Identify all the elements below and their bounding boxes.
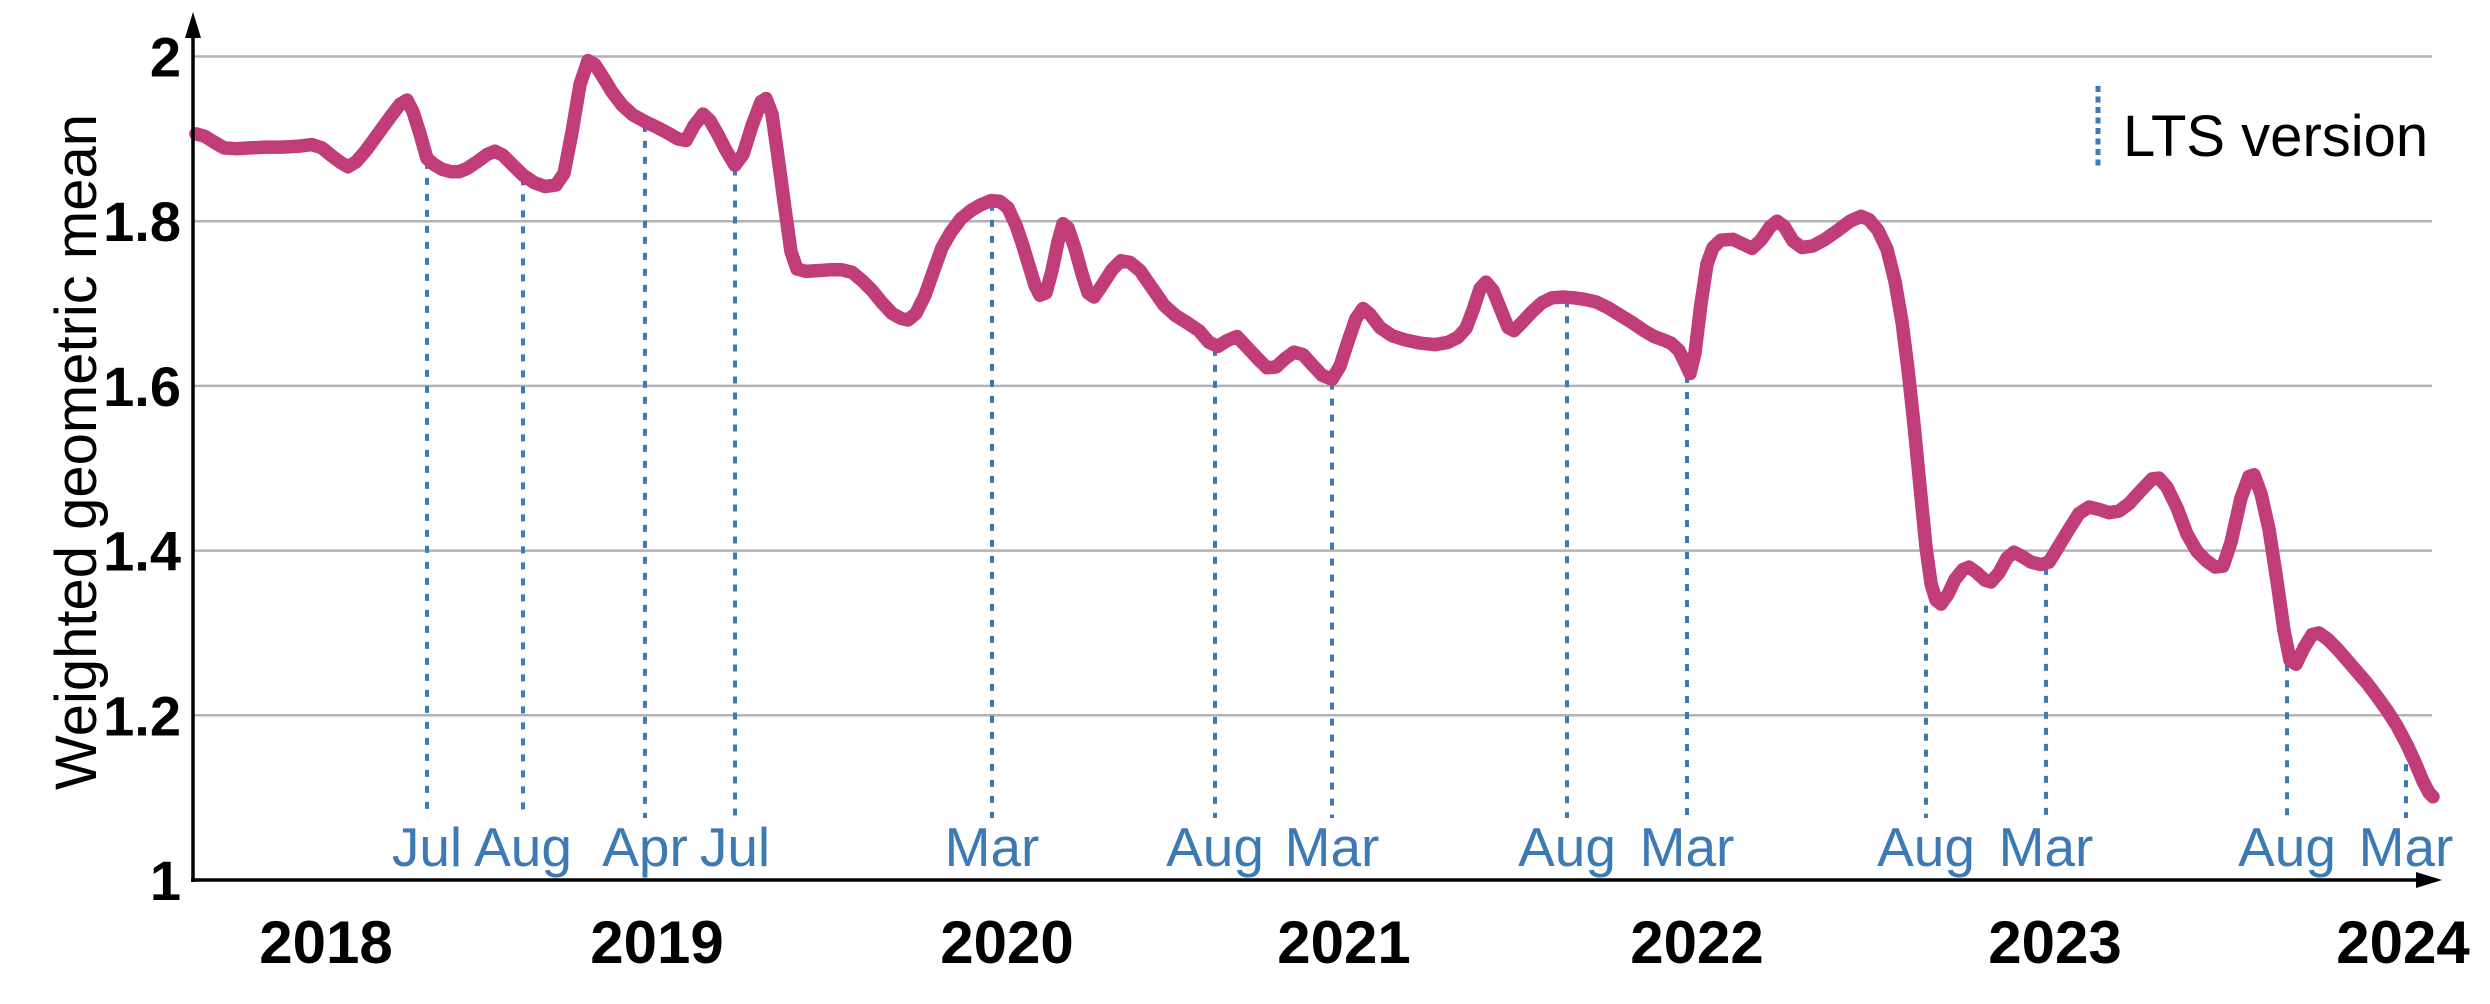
- x-tick-year-label: 2021: [1277, 909, 1410, 976]
- lts-release-month-label: Jul: [392, 816, 462, 878]
- axes-group: [185, 12, 2442, 888]
- y-tick-label: 1.2: [103, 684, 181, 747]
- y-tick-label: 1.4: [103, 520, 181, 583]
- y-tick-label: 1.6: [103, 355, 181, 418]
- legend-label: LTS version: [2123, 104, 2428, 169]
- y-axis-title: Weighted geometric mean: [44, 114, 109, 790]
- x-tick-year-label: 2019: [590, 909, 723, 976]
- x-tick-year-label: 2024: [2336, 909, 2470, 976]
- series-group: [189, 53, 2440, 804]
- axis-labels-group: 2 1.8 1.6 1.4 1.2 1 2018 2019 2020 2021 2022 2023 20…: [44, 26, 2470, 977]
- lts-release-month-label: Mar: [945, 816, 1040, 878]
- lts-release-month-label: Mar: [1999, 816, 2094, 878]
- x-axis-arrow-icon: [2416, 872, 2442, 888]
- y-tick-label: 1.8: [103, 190, 181, 253]
- lts-release-month-label: Mar: [1640, 816, 1735, 878]
- x-tick-year-label: 2023: [1988, 909, 2121, 976]
- legend-group: LTS version: [2095, 86, 2428, 169]
- lts-release-month-label: Aug: [1877, 816, 1975, 878]
- lts-release-month-label: Apr: [602, 816, 688, 878]
- lts-release-month-label: Jul: [700, 816, 770, 878]
- y-tick-label: 2: [150, 26, 181, 89]
- lts-release-month-label: Mar: [2359, 816, 2454, 878]
- metric-line-series: [189, 53, 2440, 804]
- lts-release-month-label: Mar: [1285, 816, 1380, 878]
- lts-release-month-label: Aug: [1166, 816, 1264, 878]
- y-tick-label: 1: [150, 849, 181, 912]
- lts-markers-group: Jul Aug Apr Jul Mar Aug Mar Aug Mar Aug Mar Aug Mar: [392, 124, 2454, 878]
- gridlines-group: [193, 55, 2432, 717]
- lts-release-month-label: Aug: [1518, 816, 1616, 878]
- x-tick-year-label: 2022: [1630, 909, 1763, 976]
- x-tick-year-label: 2018: [259, 909, 392, 976]
- lts-release-month-label: Aug: [474, 816, 572, 878]
- lts-release-month-label: Aug: [2238, 816, 2336, 878]
- x-tick-year-label: 2020: [940, 909, 1073, 976]
- y-axis-arrow-icon: [185, 12, 201, 38]
